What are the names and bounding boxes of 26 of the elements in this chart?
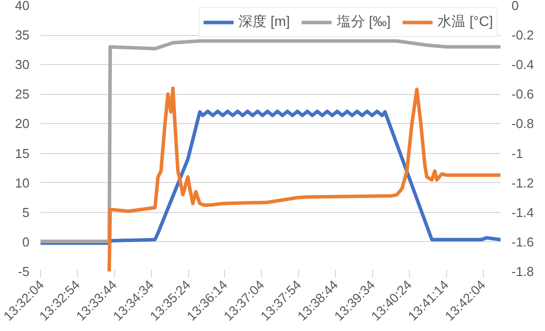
legend-label: 塩分 [‰]	[336, 13, 391, 31]
y-tick-label: 0	[22, 234, 30, 250]
y-tick-label: 40	[15, 0, 30, 13]
y2-tick-label: -0.2	[512, 28, 534, 43]
y2-tick-label: -1.2	[512, 175, 534, 190]
y2-tick-label: -1.4	[512, 204, 534, 220]
y2-tick-label: -0.6	[512, 86, 534, 102]
y2-tick-label: -0.4	[512, 57, 534, 72]
y-tick-label: 5	[22, 204, 30, 220]
y2-tick-label: -0.8	[512, 116, 534, 132]
legend-label: 水温 [°C]	[438, 13, 493, 31]
y-tick-label: 35	[15, 28, 30, 43]
y2-tick-label: 0	[512, 0, 519, 13]
line-series	[40, 39, 500, 244]
y-tick-label: 15	[15, 146, 30, 161]
y-tick-label: -5	[18, 264, 30, 279]
legend-label: 深度 [m]	[238, 13, 290, 31]
y2-tick-label: -1	[512, 146, 524, 161]
y-tick-label: 25	[15, 86, 30, 102]
y2-tick-label: -1.6	[512, 234, 534, 250]
y-tick-label: 20	[15, 116, 30, 132]
y-tick-label: 10	[15, 175, 30, 190]
line-series	[40, 110, 500, 245]
y-tick-label: 30	[15, 57, 30, 72]
line-series	[107, 86, 500, 272]
y2-tick-label: -1.8	[512, 264, 534, 279]
